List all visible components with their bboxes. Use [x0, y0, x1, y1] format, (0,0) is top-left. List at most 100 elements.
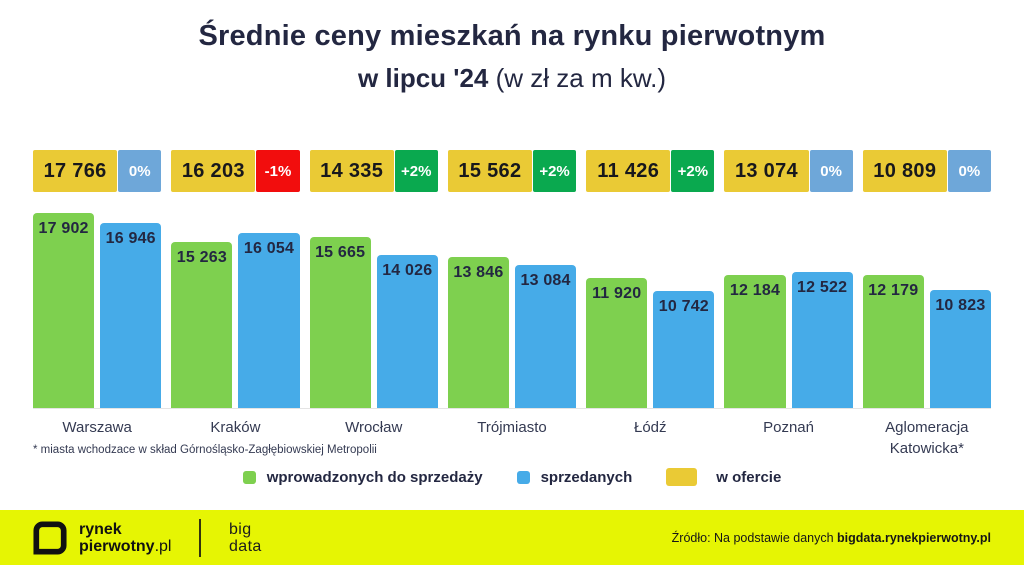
introduced-bar-label: 11 920 [592, 285, 642, 302]
city-label: Kraków [210, 419, 261, 436]
sold-bar: 16 946 [100, 223, 162, 408]
sold-bar: 12 522 [791, 272, 853, 408]
offer-change-badge: 0% [947, 150, 991, 192]
offer-badge-group: 11 426 +2% [586, 150, 715, 192]
introduced-bar-label: 17 902 [38, 220, 89, 237]
bar-pair: 15 263 16 054 [171, 213, 300, 408]
introduced-bar-label: 13 846 [453, 264, 504, 281]
logo-line2-suffix: .pl [154, 537, 172, 555]
sold-bar: 10 742 [653, 291, 715, 408]
logo-line1: rynek [79, 520, 122, 538]
yellow-swatch-icon [666, 468, 698, 486]
offer-change-badge: +2% [394, 150, 438, 192]
offer-price-value: 17 766 [33, 150, 118, 192]
offer-change-badge: 0% [118, 150, 162, 192]
bar-pair: 12 184 12 522 [724, 213, 853, 408]
sold-bar: 13 084 [514, 265, 577, 408]
chart-title-period: w lipcu '24 [357, 63, 489, 93]
sold-bar-label: 16 054 [243, 240, 295, 257]
city-column: 16 203 -1% 15 263 16 054 Kraków [171, 150, 300, 459]
legend-label-introduced: wprowadzonych do sprzedaży [266, 468, 483, 486]
sold-bar: 10 823 [929, 290, 991, 408]
green-swatch-icon [242, 470, 256, 484]
sold-bar-label: 10 823 [935, 297, 986, 314]
introduced-bar: 12 184 [724, 275, 786, 408]
legend-label-offer: w ofercie [716, 468, 782, 486]
offer-price-value: 10 809 [862, 150, 947, 192]
offer-badge-group: 17 766 0% [33, 150, 162, 192]
introduced-bar: 13 846 [447, 257, 509, 408]
bar-pair: 11 920 10 742 [586, 213, 715, 408]
bar-pair: 12 179 10 823 [862, 213, 991, 408]
city-label: Wrocław [345, 419, 403, 436]
introduced-bar: 15 263 [171, 242, 233, 408]
city-label: Łódź [634, 419, 667, 436]
introduced-bar-label: 15 665 [315, 244, 366, 261]
bigdata-line1: big [228, 520, 252, 538]
bar-pair: 15 665 14 026 [309, 213, 438, 408]
city-label: Warszawa [62, 419, 132, 436]
bar-pair: 13 846 13 084 [447, 213, 577, 408]
introduced-bar: 12 179 [862, 275, 924, 408]
offer-price-value: 13 074 [724, 150, 809, 192]
introduced-bar: 15 665 [309, 237, 371, 408]
city-column: 17 766 0% 17 902 16 946 Warszawa [33, 150, 162, 459]
city-label: Poznań [763, 419, 814, 436]
logo-line2: pierwotny [79, 537, 155, 555]
chart-title-unit: (w zł za m kw.) [488, 63, 667, 93]
footer: rynek pierwotny.pl big data Źródło: Na p… [0, 510, 1024, 565]
city-column: 11 426 +2% 11 920 10 742 Łódź [586, 150, 715, 459]
offer-change-badge: -1% [256, 150, 300, 192]
sold-bar-label: 13 084 [520, 272, 571, 289]
footnote: * miasta wchodzace w skład Górnośląsko-Z… [33, 444, 377, 456]
sold-bar-label: 14 026 [382, 262, 433, 279]
bar-pair: 17 902 16 946 [33, 213, 162, 408]
offer-badge-group: 10 809 0% [862, 150, 991, 192]
source-note: Źródło: Na podstawie danych bigdata.ryne… [672, 531, 991, 545]
offer-change-badge: +2% [532, 150, 577, 192]
chart-title-line2: w lipcu '24 (w zł za m kw.) [0, 63, 1024, 94]
offer-badge-group: 15 562 +2% [447, 150, 577, 192]
legend: wprowadzonych do sprzedaży sprzedanych w… [0, 468, 1024, 486]
offer-change-badge: +2% [671, 150, 715, 192]
offer-badge-group: 14 335 +2% [309, 150, 438, 192]
introduced-bar: 17 902 [33, 213, 95, 408]
legend-item-sold: sprzedanych [516, 468, 633, 486]
introduced-bar-label: 12 179 [868, 282, 919, 299]
city-column: 10 809 0% 12 179 10 823 Aglomeracja Kato… [862, 150, 991, 459]
sold-bar: 16 054 [238, 233, 300, 408]
chart-title-line1: Średnie ceny mieszkań na rynku pierwotny… [198, 20, 826, 52]
offer-price-value: 15 562 [447, 150, 532, 192]
introduced-bar: 11 920 [586, 278, 648, 408]
city-label: Aglomeracja Katowicka* [885, 419, 969, 457]
offer-change-badge: 0% [809, 150, 853, 192]
offer-price-value: 11 426 [586, 150, 671, 192]
logo-divider [199, 518, 201, 557]
offer-badge-group: 16 203 -1% [171, 150, 300, 192]
offer-price-value: 14 335 [309, 150, 394, 192]
sold-bar-label: 12 522 [797, 279, 848, 296]
sold-bar-label: 16 946 [105, 230, 156, 247]
sold-bar-label: 10 742 [658, 298, 709, 315]
logo-wordmark: rynek pierwotny.pl [79, 521, 171, 555]
offer-price-value: 16 203 [171, 150, 256, 192]
source-prefix: Źródło: Na podstawie danych [671, 530, 838, 545]
city-column: 15 562 +2% 13 846 13 084 Trójmiasto [447, 150, 577, 459]
bigdata-line2: data [228, 537, 262, 555]
city-column: 13 074 0% 12 184 12 522 Poznań [724, 150, 853, 459]
legend-label-sold: sprzedanych [540, 468, 633, 486]
introduced-bar-label: 12 184 [729, 282, 781, 299]
bigdata-wordmark: big data [229, 521, 262, 555]
bar-chart: 17 766 0% 17 902 16 946 Warszawa 16 203 … [33, 150, 991, 459]
x-axis-line [33, 408, 991, 409]
rynekpierwotny-logo: rynek pierwotny.pl big data [33, 518, 262, 557]
legend-item-introduced: wprowadzonych do sprzedaży [242, 468, 483, 486]
chart-columns: 17 766 0% 17 902 16 946 Warszawa 16 203 … [33, 150, 991, 459]
offer-badge-group: 13 074 0% [724, 150, 853, 192]
legend-item-offer: w ofercie [666, 468, 781, 486]
city-column: 14 335 +2% 15 665 14 026 Wrocław [309, 150, 438, 459]
logo-square-icon [33, 520, 67, 555]
chart-title: Średnie ceny mieszkań na rynku pierwotny… [0, 20, 1024, 94]
introduced-bar-label: 15 263 [176, 249, 227, 266]
source-link-text: bigdata.rynekpierwotny.pl [837, 530, 991, 545]
